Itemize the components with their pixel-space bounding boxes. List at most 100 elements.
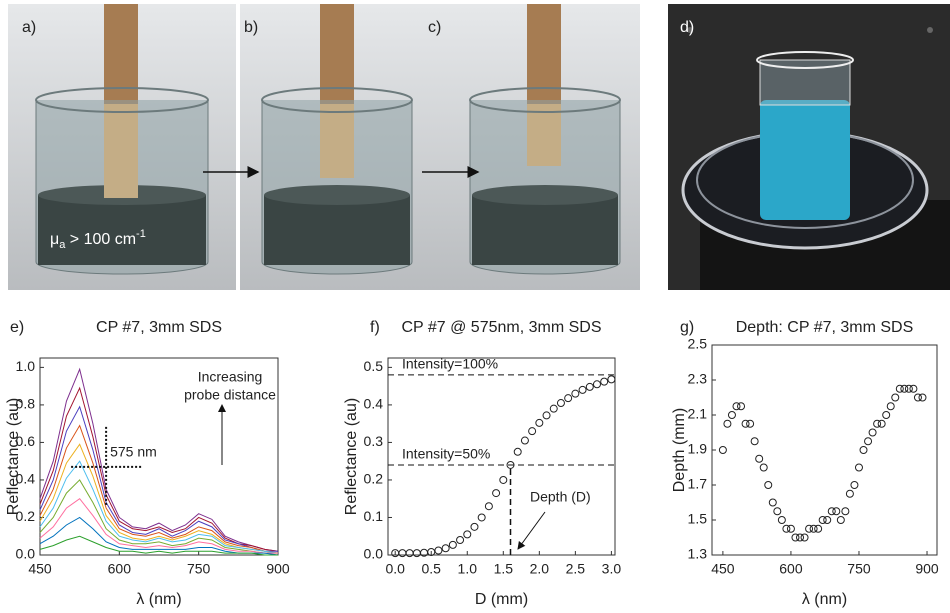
y-axis-label: Depth (mm) <box>671 408 688 492</box>
x-tick-label: 450 <box>28 561 52 577</box>
spectrum-line <box>39 479 278 554</box>
spectrum-line <box>39 460 279 554</box>
point <box>800 533 809 542</box>
point <box>434 546 443 555</box>
point <box>492 489 501 498</box>
point <box>585 382 594 391</box>
point <box>759 463 768 472</box>
y-tick-label: 0.0 <box>16 546 36 562</box>
point <box>535 418 544 427</box>
mu: μ <box>50 231 59 248</box>
x-tick-label: 0.0 <box>385 561 405 577</box>
point <box>854 463 863 472</box>
y-tick-label: 1.9 <box>688 441 708 457</box>
annotation-arrow <box>517 511 546 550</box>
x-tick-label: 750 <box>187 561 211 577</box>
point <box>823 516 832 524</box>
point <box>506 460 515 469</box>
point <box>542 411 551 420</box>
y-tick-label: 0.0 <box>364 546 384 562</box>
illustration-c <box>420 4 640 290</box>
point <box>904 384 913 393</box>
chart-title: CP #7 @ 575nm, 3mm SDS <box>401 319 601 336</box>
point <box>895 384 904 393</box>
x-tick-label: 0.5 <box>422 561 442 577</box>
point <box>520 436 529 445</box>
point <box>718 446 727 454</box>
x-tick-label: 900 <box>915 561 939 577</box>
point <box>484 502 493 511</box>
point <box>836 516 845 524</box>
crosshair-label: 575 nm <box>110 444 157 460</box>
x-axis-label: λ (nm) <box>136 591 181 608</box>
illustration-a <box>8 4 236 290</box>
point <box>746 419 755 428</box>
point <box>571 389 580 398</box>
y-tick-label: 0.4 <box>364 396 384 412</box>
mu-text: > 100 cm <box>65 231 136 248</box>
point <box>773 507 782 516</box>
point <box>818 516 827 524</box>
point <box>909 384 918 393</box>
point <box>782 524 791 533</box>
mu-sub: a <box>59 239 66 251</box>
point <box>882 411 891 419</box>
point <box>868 428 877 437</box>
point <box>737 402 746 411</box>
y-tick-label: 0.2 <box>16 508 36 524</box>
point <box>918 393 927 402</box>
plot-area <box>711 344 938 556</box>
plot-area <box>39 357 279 556</box>
point <box>755 454 764 463</box>
y-tick-label: 0.3 <box>364 433 384 449</box>
point <box>477 513 486 522</box>
x-tick-label: 450 <box>711 561 735 577</box>
point <box>864 437 873 446</box>
point <box>886 402 895 411</box>
y-tick-label: 1.3 <box>688 546 708 562</box>
chart-title: CP #7, 3mm SDS <box>96 319 222 336</box>
spectrum-line <box>39 498 278 554</box>
point <box>827 507 836 516</box>
point <box>845 489 854 498</box>
spectrum-line <box>39 424 279 554</box>
panel-label: a) <box>22 19 36 36</box>
reference-label: Intensity=100% <box>402 356 498 372</box>
point <box>592 380 601 389</box>
x-tick-label: 600 <box>779 561 803 577</box>
annotation: Increasing <box>198 369 263 385</box>
x-tick-label: 1.5 <box>494 561 514 577</box>
mu-sup: -1 <box>136 228 146 240</box>
annotation: Depth (D) <box>530 489 591 505</box>
point <box>499 475 508 484</box>
point <box>913 393 922 402</box>
point <box>441 544 450 553</box>
spectrum-line <box>39 405 278 552</box>
panel-label: b) <box>244 19 258 36</box>
y-tick-label: 0.2 <box>364 471 384 487</box>
point <box>764 481 773 489</box>
x-tick-label: 3.0 <box>602 561 622 577</box>
y-tick-label: 1.5 <box>688 511 708 527</box>
x-tick-label: 1.0 <box>458 561 478 577</box>
point <box>463 530 472 539</box>
photo-d <box>668 4 950 290</box>
point <box>805 524 814 533</box>
point <box>877 419 886 428</box>
point <box>841 507 850 516</box>
point <box>796 533 805 542</box>
point <box>809 524 818 533</box>
y-tick-label: 2.3 <box>688 371 708 387</box>
point <box>549 404 558 413</box>
spectrum-line <box>39 367 279 552</box>
point <box>448 540 457 549</box>
point <box>850 481 859 489</box>
y-tick-label: 2.5 <box>688 336 708 352</box>
panel-label: d) <box>680 19 694 36</box>
x-axis-label: D (mm) <box>475 591 528 608</box>
y-axis-label: Reflectance (au) <box>5 398 22 515</box>
panel-label: g) <box>680 319 694 336</box>
point <box>727 411 736 419</box>
point <box>832 507 841 516</box>
